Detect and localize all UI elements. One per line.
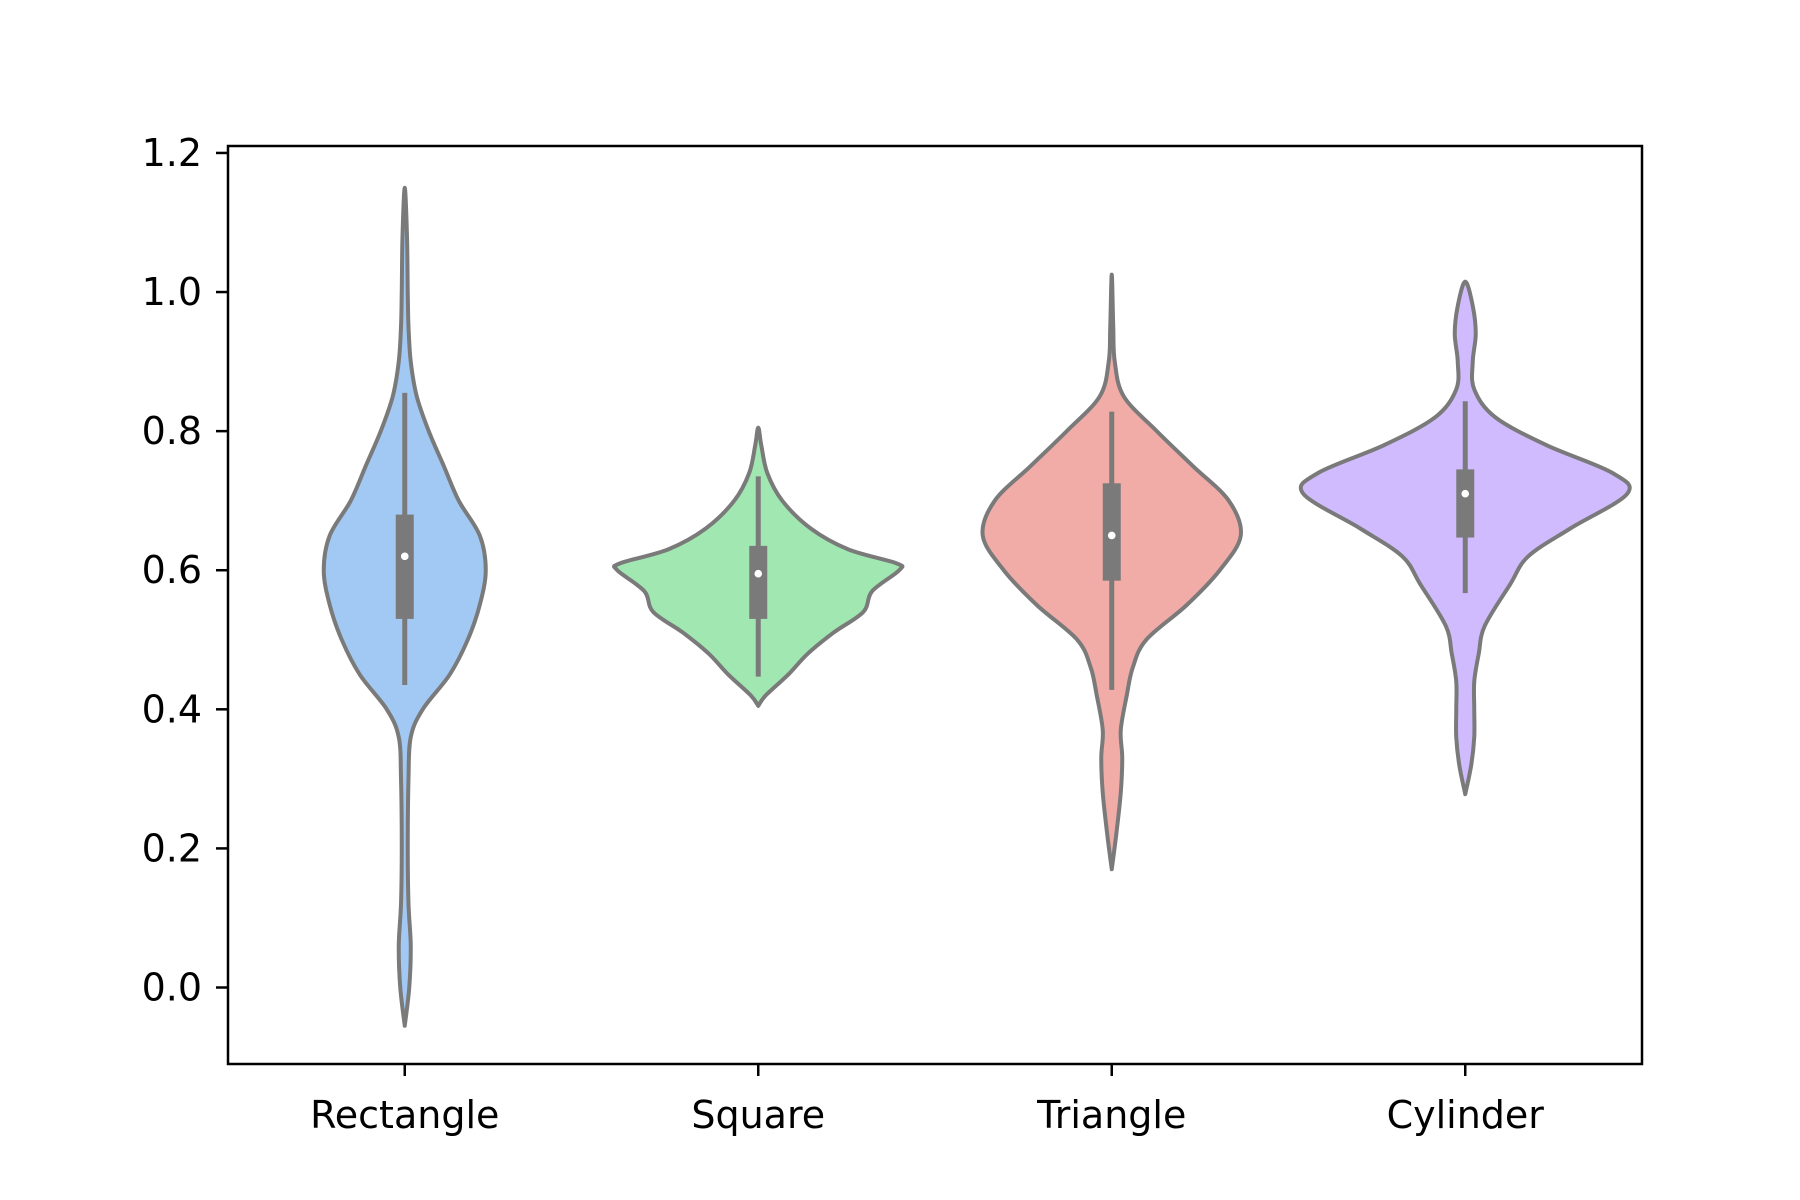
y-tick-label: 0.0	[142, 966, 202, 1010]
violin-layer	[321, 185, 1632, 1028]
violin-rectangle	[321, 185, 488, 1028]
y-tick-label: 0.8	[142, 409, 202, 453]
plot-area-frame	[226, 144, 1644, 1066]
violin-median-dot	[400, 552, 409, 561]
violin-iqr-box	[1456, 469, 1475, 538]
x-tick-label-cylinder: Cylinder	[1387, 1093, 1545, 1137]
y-axis: 0.0 0.2 0.4 0.6 0.8 1.0 1.2	[142, 131, 228, 1010]
violin-square	[612, 425, 905, 708]
violin-iqr-box	[395, 514, 414, 619]
violin-median-dot	[754, 569, 763, 578]
y-tick-label: 0.6	[142, 548, 202, 592]
violin-iqr-box	[749, 545, 768, 619]
violin-median-dot	[1107, 531, 1116, 540]
y-tick-label: 0.4	[142, 687, 202, 731]
x-tick-label-rectangle: Rectangle	[310, 1093, 499, 1137]
y-tick-label: 1.2	[142, 131, 202, 175]
y-tick-label: 0.2	[142, 826, 202, 870]
x-axis: Rectangle Square Triangle Cylinder	[310, 1064, 1544, 1137]
x-tick-label-square: Square	[691, 1093, 825, 1137]
y-tick-label: 1.0	[142, 270, 202, 314]
violin-median-dot	[1461, 489, 1470, 498]
x-tick-label-triangle: Triangle	[1036, 1093, 1186, 1137]
violin-cylinder	[1298, 279, 1632, 797]
violin-triangle	[980, 272, 1243, 872]
